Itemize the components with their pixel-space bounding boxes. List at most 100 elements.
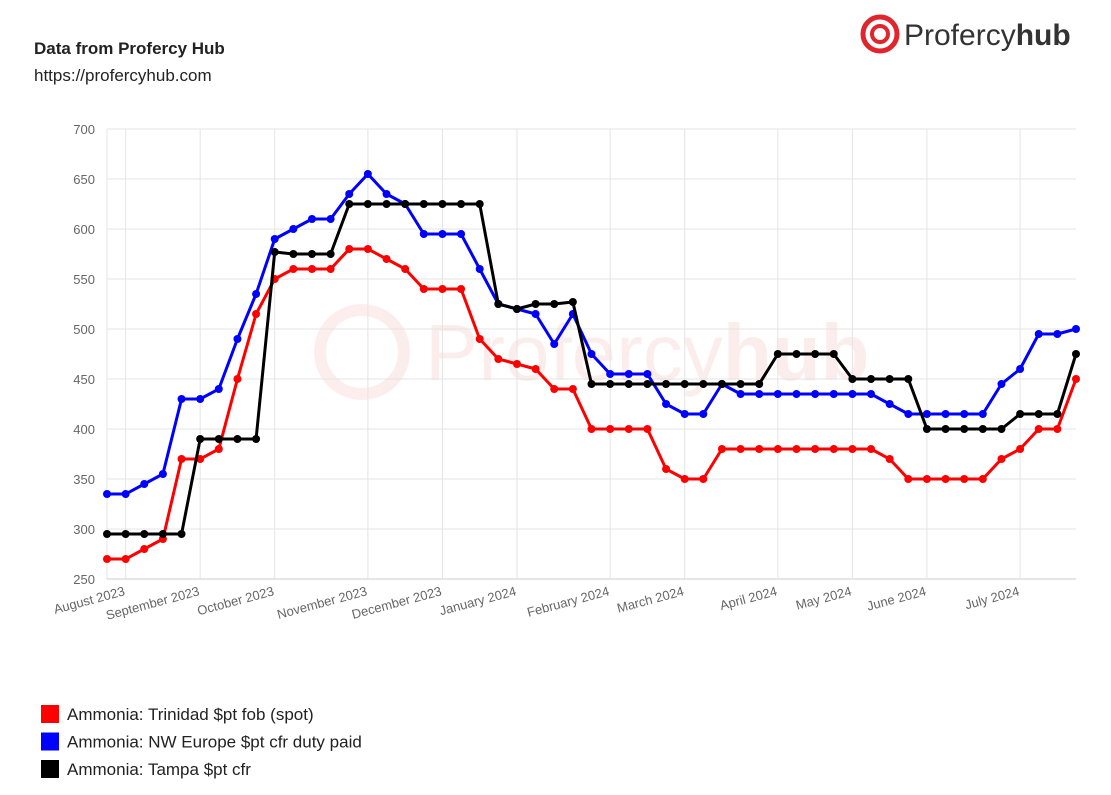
data-point <box>457 230 466 238</box>
data-point <box>960 425 969 433</box>
data-point <box>904 475 913 483</box>
data-point <box>233 435 242 443</box>
data-point <box>326 250 335 258</box>
data-point <box>252 310 261 318</box>
data-point <box>773 445 782 453</box>
data-point <box>848 390 857 398</box>
data-point <box>1053 425 1062 433</box>
data-point <box>978 410 987 418</box>
chart-title: Data from Profercy Hub <box>34 39 225 58</box>
data-point <box>699 475 708 483</box>
data-point <box>606 370 615 378</box>
data-point <box>1072 375 1080 383</box>
data-point <box>457 200 466 208</box>
data-point <box>550 300 559 308</box>
data-point <box>457 285 466 293</box>
data-point <box>978 475 987 483</box>
data-point <box>680 475 689 483</box>
data-point <box>512 305 521 313</box>
watermark-icon <box>314 304 410 400</box>
data-point <box>568 298 577 306</box>
data-point <box>960 410 969 418</box>
data-point <box>848 445 857 453</box>
logo-icon-inner <box>870 24 890 44</box>
data-point <box>103 490 111 498</box>
data-point <box>662 465 671 473</box>
data-point <box>960 475 969 483</box>
data-point <box>717 445 726 453</box>
data-point <box>811 390 820 398</box>
data-point <box>587 425 596 433</box>
data-point <box>1016 445 1025 453</box>
data-point <box>587 380 596 388</box>
data-point <box>401 265 410 273</box>
y-tick-label: 350 <box>73 472 95 487</box>
series-line <box>107 247 1078 561</box>
data-point <box>1053 330 1062 338</box>
x-tick-label: May 2024 <box>794 583 853 612</box>
data-point <box>867 445 876 453</box>
data-point <box>624 425 633 433</box>
logo-icon <box>860 14 900 54</box>
data-point <box>475 335 484 343</box>
data-point <box>214 445 223 453</box>
data-point <box>978 425 987 433</box>
data-point <box>401 200 410 208</box>
data-point <box>662 400 671 408</box>
data-point <box>699 410 708 418</box>
data-point <box>606 425 615 433</box>
data-point <box>922 410 931 418</box>
data-point <box>252 290 261 298</box>
data-point <box>363 245 372 253</box>
y-tick-label: 450 <box>73 372 95 387</box>
data-point <box>158 470 167 478</box>
legend-label: Ammonia: Trinidad $pt fob (spot) <box>67 705 314 724</box>
data-point <box>289 265 298 273</box>
legend-swatch <box>41 760 59 778</box>
data-point <box>848 375 857 383</box>
data-point <box>550 385 559 393</box>
y-tick-label: 500 <box>73 322 95 337</box>
data-point <box>121 555 130 563</box>
data-point <box>363 200 372 208</box>
data-point <box>811 350 820 358</box>
data-point <box>307 250 316 258</box>
data-point <box>941 475 950 483</box>
logo: Profercyhub <box>860 14 1071 54</box>
data-point <box>345 245 354 253</box>
data-point <box>606 380 615 388</box>
data-point <box>196 435 205 443</box>
data-point <box>885 375 894 383</box>
data-point <box>773 350 782 358</box>
x-tick-label: February 2024 <box>525 583 611 619</box>
data-point <box>1053 410 1062 418</box>
data-point <box>885 400 894 408</box>
data-point <box>382 190 391 198</box>
data-point <box>419 200 428 208</box>
data-point <box>140 545 149 553</box>
data-point <box>140 480 149 488</box>
data-point <box>307 265 316 273</box>
y-tick-label: 600 <box>73 222 95 237</box>
data-point <box>363 170 372 178</box>
logo-text: Profercyhub <box>904 19 1071 52</box>
data-point <box>922 475 931 483</box>
x-tick-label: January 2024 <box>438 583 518 618</box>
watermark: Profercyhub <box>314 304 869 400</box>
data-point <box>382 200 391 208</box>
data-point <box>829 445 838 453</box>
data-point <box>1072 350 1080 358</box>
data-point <box>233 335 242 343</box>
data-point <box>867 390 876 398</box>
data-point <box>531 300 540 308</box>
data-point <box>662 380 671 388</box>
data-point <box>643 370 652 378</box>
data-point <box>1016 410 1025 418</box>
data-point <box>103 555 111 563</box>
data-point <box>680 410 689 418</box>
x-tick-label: October 2023 <box>196 583 276 618</box>
data-point <box>867 375 876 383</box>
y-tick-label: 400 <box>73 422 95 437</box>
data-point <box>1034 425 1043 433</box>
